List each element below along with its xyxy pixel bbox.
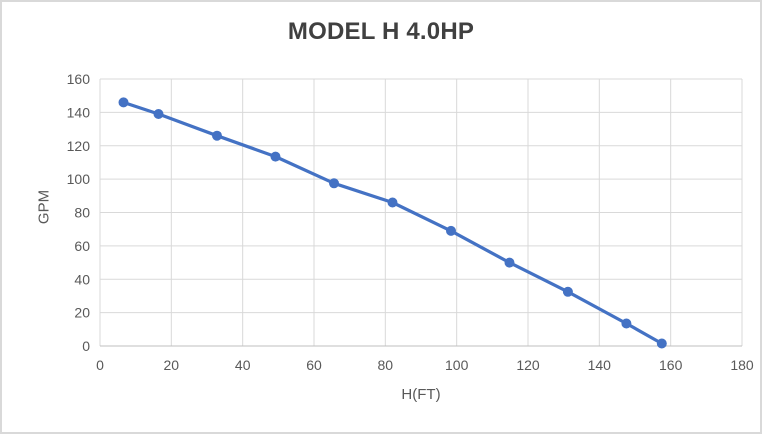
y-tick-label: 100 (67, 171, 91, 187)
x-tick-label: 80 (378, 357, 394, 373)
y-tick-label: 120 (67, 138, 91, 154)
y-tick-label: 160 (67, 71, 91, 87)
data-point (562, 286, 573, 297)
data-point (153, 109, 164, 119)
y-tick-label: 80 (74, 205, 90, 221)
x-tick-label: 100 (445, 357, 469, 373)
data-point (270, 151, 281, 162)
data-point (329, 178, 339, 189)
data-point (118, 97, 129, 108)
chart-title: MODEL H 4.0HP (287, 18, 475, 45)
y-tick-label: 40 (74, 271, 90, 287)
x-axis-title: H(FT) (401, 386, 441, 403)
y-tick-label: 0 (82, 338, 90, 354)
x-tick-label: 0 (96, 357, 104, 373)
y-tick-label: 60 (74, 238, 90, 254)
y-tick-label: 140 (67, 104, 91, 120)
data-point (446, 225, 456, 236)
y-tick-label: 20 (74, 305, 90, 321)
x-tick-label: 40 (235, 357, 251, 373)
x-tick-label: 140 (588, 357, 612, 373)
x-tick-label: 120 (516, 357, 540, 373)
x-tick-label: 20 (164, 357, 180, 373)
data-point (387, 197, 398, 208)
data-point (621, 318, 632, 329)
data-point (656, 338, 667, 349)
x-tick-label: 180 (730, 357, 754, 373)
x-tick-label: 160 (659, 357, 683, 373)
series-line (121, 100, 664, 346)
data-point (212, 130, 222, 141)
data-point (504, 257, 515, 268)
x-tick-label: 60 (306, 357, 322, 373)
